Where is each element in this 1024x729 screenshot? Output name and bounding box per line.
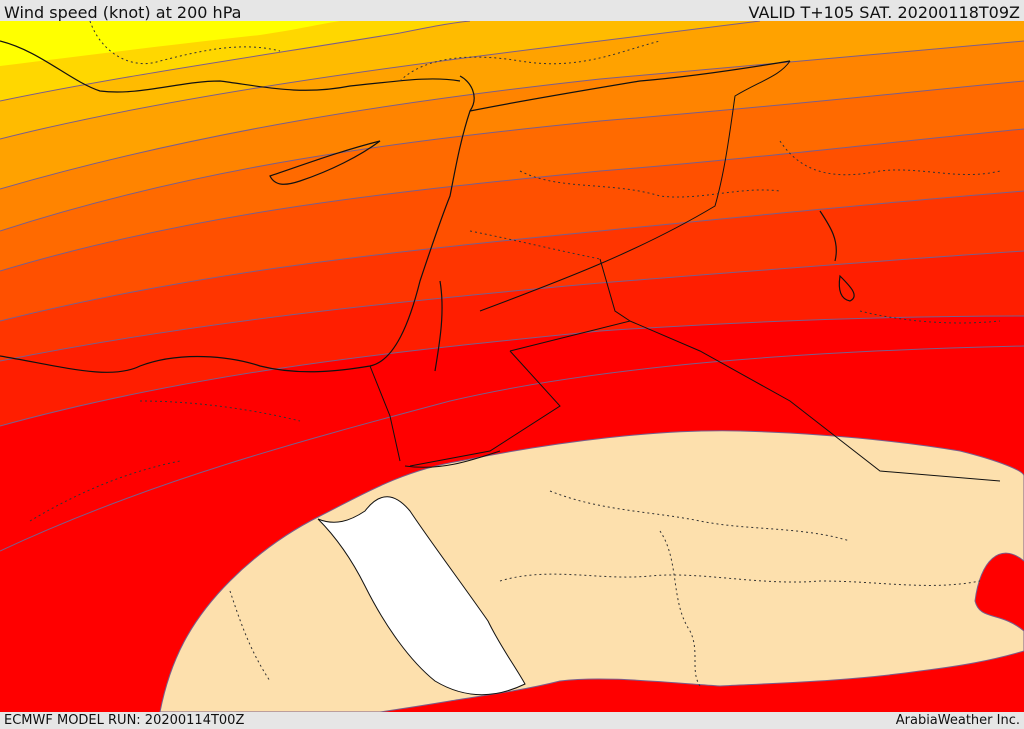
province-borders [29, 21, 1001, 687]
map-title: Wind speed (knot) at 200 hPa [4, 3, 242, 22]
red-sea [317, 496, 526, 696]
footer-bar: ECMWF MODEL RUN: 20200114T00Z ArabiaWeat… [0, 712, 1024, 729]
coastlines [0, 40, 855, 373]
map-svg [0, 21, 1024, 712]
title-bar: Wind speed (knot) at 200 hPa VALID T+105… [0, 0, 1024, 22]
country-borders [369, 60, 1001, 482]
contour-lines [0, 21, 1024, 552]
credit: ArabiaWeather Inc. [895, 713, 1020, 728]
valid-time: VALID T+105 SAT. 20200118T09Z [748, 3, 1020, 22]
model-run: ECMWF MODEL RUN: 20200114T00Z [4, 713, 245, 728]
wind-speed-map [0, 21, 1024, 712]
band-1 [0, 21, 340, 66]
